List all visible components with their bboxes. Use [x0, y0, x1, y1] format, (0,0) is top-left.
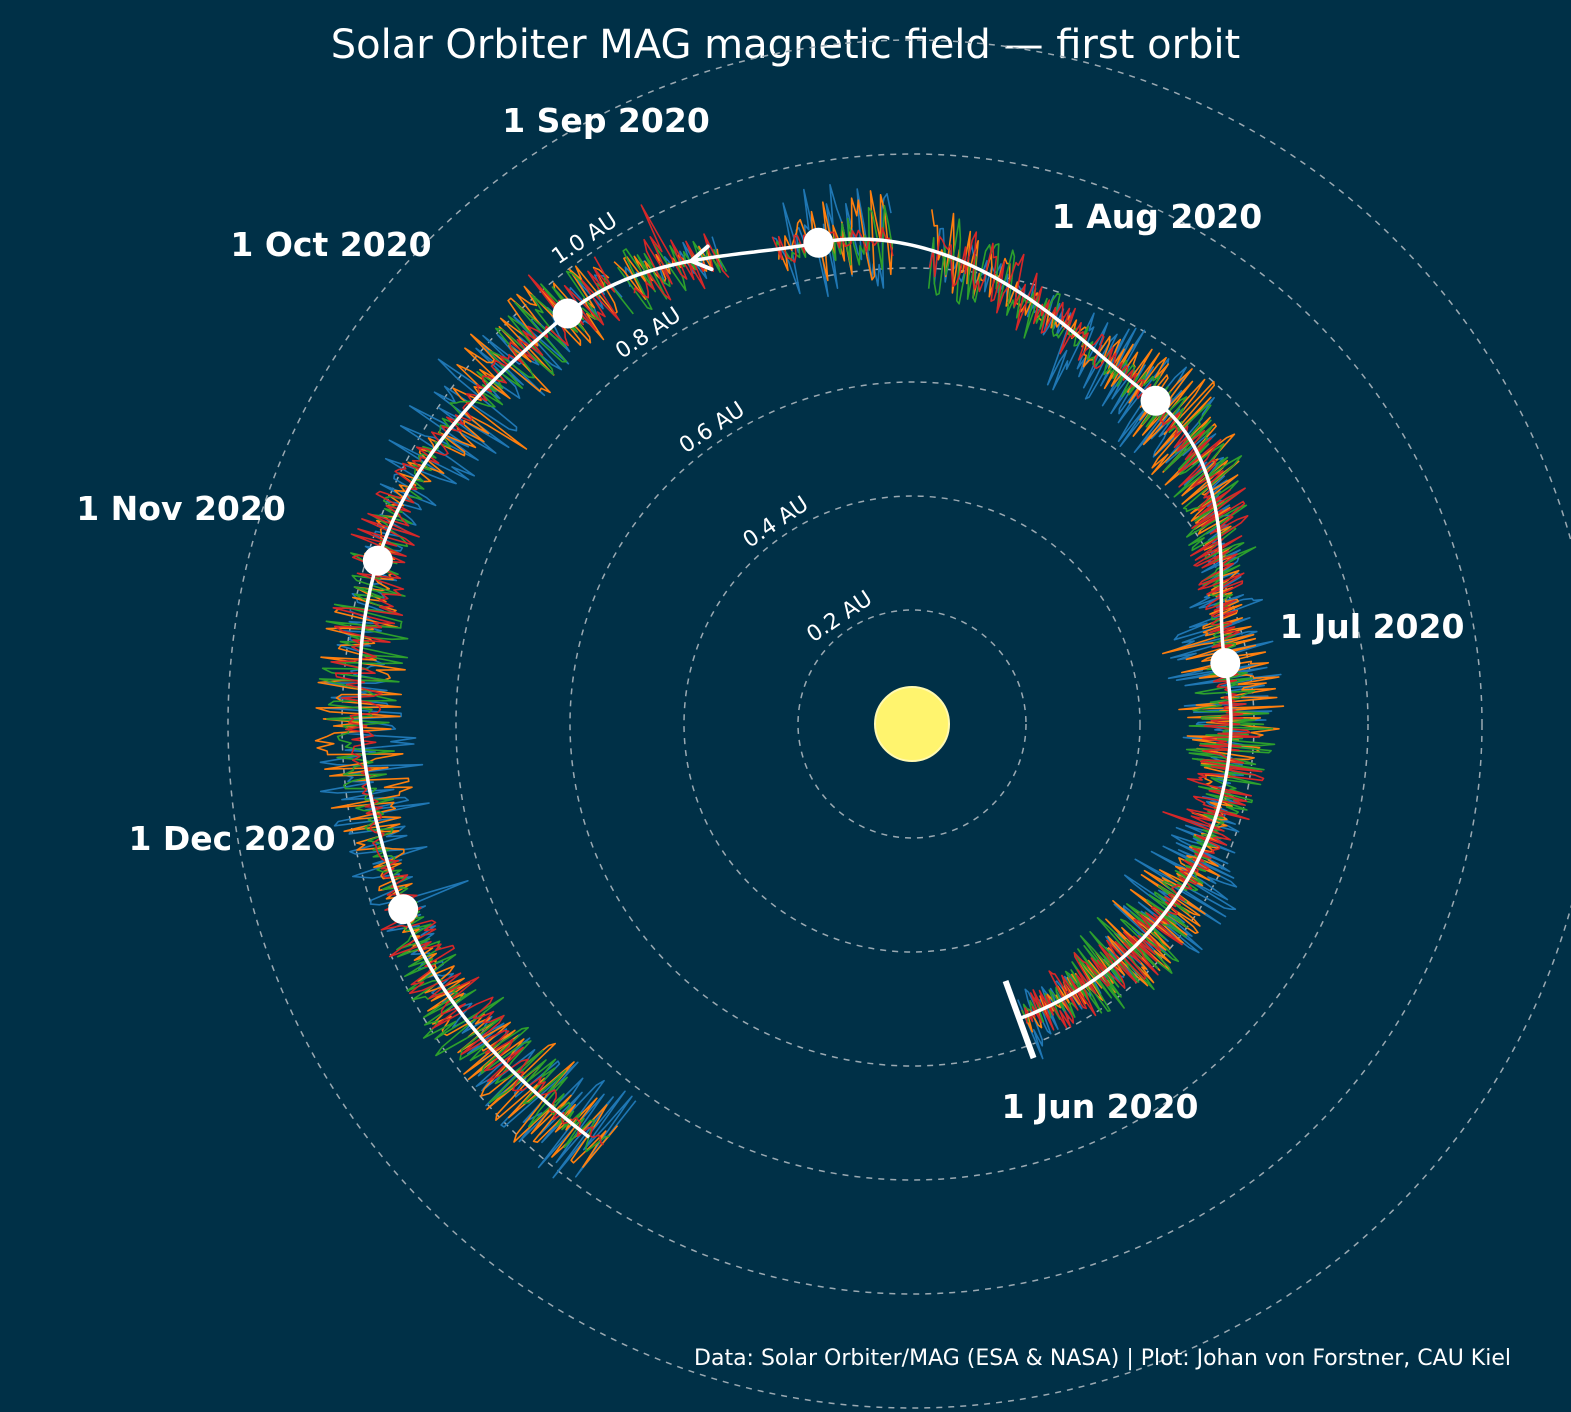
- grid-ring: [797, 609, 1027, 839]
- orbit-start-tick: [1002, 979, 1037, 1060]
- date-marker-dot: [552, 298, 583, 329]
- date-marker-dot: [1140, 385, 1171, 416]
- data-credit: Data: Solar Orbiter/MAG (ESA & NASA) | P…: [694, 1346, 1511, 1371]
- grid-ring: [227, 39, 1571, 1409]
- date-label: 1 Dec 2020: [128, 819, 335, 858]
- date-marker-dot: [388, 894, 419, 925]
- date-label: 1 Sep 2020: [502, 101, 710, 140]
- orbit-line: [357, 237, 1233, 1139]
- trace-bt: [931, 209, 1285, 1033]
- sun-icon: [874, 686, 950, 762]
- chart-title: Solar Orbiter MAG magnetic field — first…: [330, 22, 1241, 68]
- date-label: 1 Oct 2020: [230, 225, 431, 264]
- trace-bn: [775, 204, 894, 271]
- date-marker-dot: [1210, 648, 1241, 679]
- grid-ring: [683, 495, 1141, 953]
- trace-br: [319, 274, 637, 1179]
- date-label: 1 Aug 2020: [1052, 197, 1262, 236]
- orbit-path: [357, 237, 1233, 1139]
- ring-label: 1.0 AU: [548, 208, 623, 270]
- date-marker-dot: [803, 227, 834, 258]
- date-label: 1 Jun 2020: [1001, 1087, 1198, 1126]
- trace-bn: [616, 240, 728, 311]
- grid-ring: [455, 267, 1369, 1181]
- direction-arrow-icon: [687, 244, 714, 272]
- ring-label: 0.2 AU: [803, 586, 878, 648]
- date-marker-dot: [362, 545, 393, 576]
- ring-label: 0.8 AU: [611, 303, 686, 365]
- ring-label: 0.6 AU: [675, 397, 750, 459]
- trace-br: [772, 184, 892, 298]
- date-labels: 1 Jun 2020 1 Jul 2020 1 Aug 2020 1 Sep 2020…: [76, 101, 1464, 1126]
- grid-ring: [341, 153, 1483, 1295]
- magnetic-field-traces: [314, 184, 1285, 1179]
- date-label: 1 Jul 2020: [1280, 607, 1465, 646]
- date-label: 1 Nov 2020: [76, 489, 286, 528]
- ring-label: 0.4 AU: [739, 492, 814, 554]
- date-markers: [362, 227, 1241, 1060]
